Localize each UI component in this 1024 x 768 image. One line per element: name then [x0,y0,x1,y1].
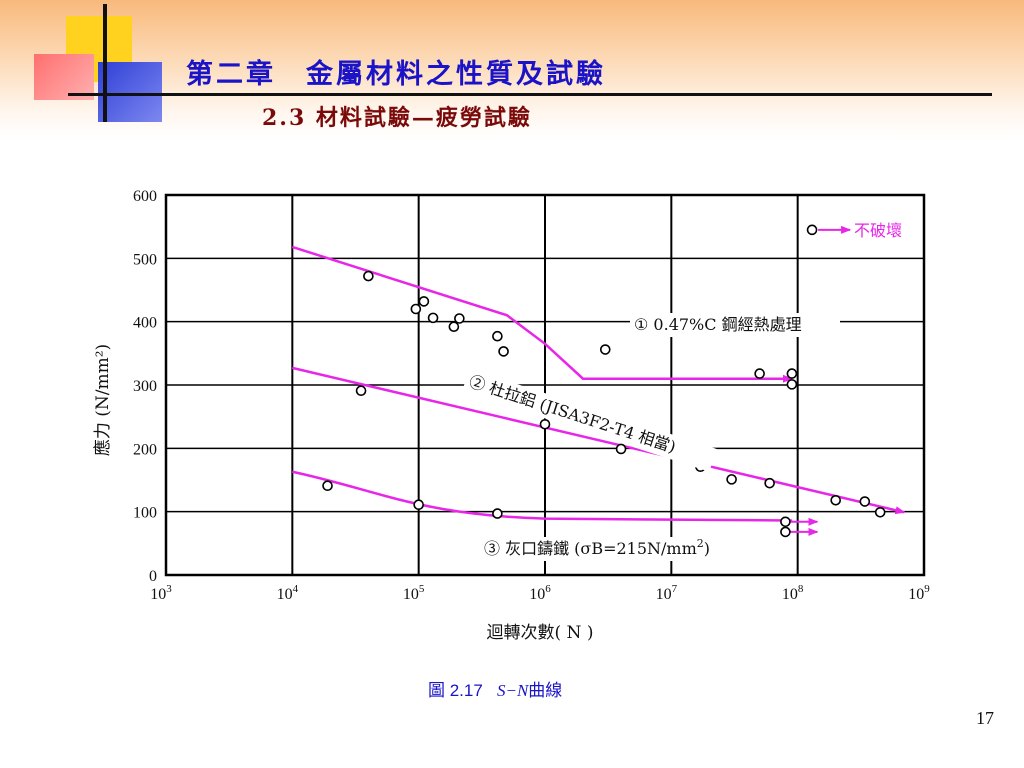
series-2-point [539,418,551,430]
caption-sn: S−N [496,681,529,700]
series-1-label-group: ① 0.47%C 鋼經熱處理 [630,313,840,337]
series-1-label: ① 0.47%C 鋼經熱處理 [634,315,802,334]
decor-horizontal-line [68,93,992,96]
series-2-point [355,385,367,397]
decor-blue-square [98,62,162,122]
series-2-point [615,443,627,455]
plot-frame [164,193,926,577]
series-3-label-bg [480,537,738,561]
series-3-point [780,526,791,538]
y-tick-label: 200 [133,441,157,458]
series-2-curve [292,366,906,515]
x-tick-label: 103 [150,583,172,603]
series-1-point [786,368,798,379]
series-1-point [448,321,460,333]
caption-text: 曲線 [528,681,563,700]
series-1-point [427,312,439,324]
series-1-point [363,270,374,282]
series-3-curve [292,470,793,525]
series-2-label-group: ② 杜拉鋁 (JISA3F2-T4 相當) [462,368,717,472]
y-tick-label: 100 [133,505,157,522]
series-1-curve [291,245,793,383]
y-tick-label: 0 [149,568,157,585]
series-1-point [786,379,798,390]
x-tick-label: 105 [403,583,425,603]
page-number: 17 [976,708,994,728]
figure-caption: 圖 2.17 S−N曲線 [428,676,562,701]
header-band [0,0,1024,140]
x-tick-label: 109 [908,583,930,603]
y-tick-label: 600 [133,188,157,205]
x-tick-label: 104 [277,583,299,603]
series-2-point [726,474,737,485]
series-3-point [322,480,333,492]
section-title: 2.3 材料試驗—疲勞試驗 [262,105,532,131]
x-tick-label: 108 [782,583,804,603]
series-2-point [874,506,886,518]
caption-label: 圖 2.17 [428,681,483,700]
y-tick-label: 500 [133,251,157,268]
series-1-point [599,344,611,355]
decor-vertical-line [103,4,107,122]
series-3-label-group: ③ 灰口鑄鐵 (σB=215N/mm2) [480,537,738,561]
series-2-point [764,477,775,489]
series-1-label-bg [630,313,840,337]
y-tick-label: 400 [133,315,157,332]
series-3-point [780,516,791,528]
series-1-point [410,303,422,315]
series-3-point [413,499,424,511]
chapter-title: 第二章 金屬材料之性質及試驗 [186,59,606,90]
series-1-point [754,368,765,379]
no-break-label: 不破壞 [854,221,902,240]
x-tick-label: 106 [529,583,551,603]
series-2-label-bg [462,368,717,472]
series-2-point [859,496,871,507]
series-1-point [498,346,509,357]
series-1-point [806,224,818,236]
series-3-point [492,508,503,519]
y-axis-label: 應力 (N/mm²) [92,344,113,456]
series-1-point [492,330,503,342]
decor-red-square [34,54,94,100]
series-2-point [830,494,841,506]
series-1-point [418,296,430,307]
series-1-point [454,313,465,324]
x-axis-label: 迴轉次數( N ) [487,623,594,643]
x-tick-label: 107 [656,583,678,603]
y-tick-label: 300 [133,378,157,395]
series-3-label: ③ 灰口鑄鐵 (σB=215N/mm2) [484,537,710,558]
